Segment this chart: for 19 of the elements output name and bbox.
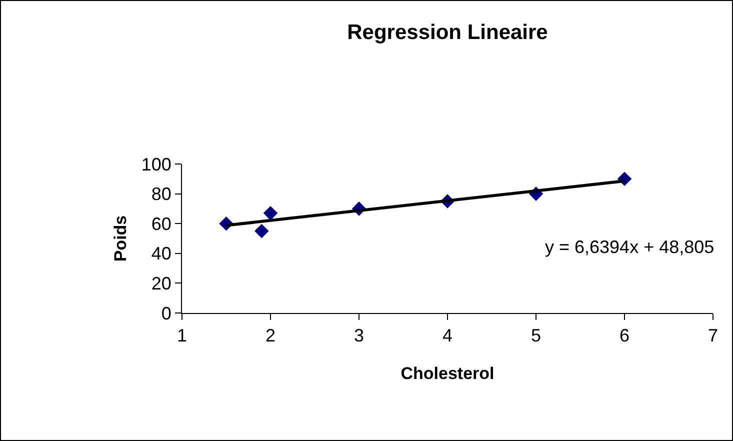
x-tick-label: 2 — [265, 326, 276, 346]
x-tick-label: 7 — [708, 326, 718, 346]
x-axis-title: Cholesterol — [400, 364, 494, 383]
point — [263, 206, 278, 220]
y-tick-label: 20 — [151, 274, 172, 294]
x-tick-label: 3 — [354, 326, 364, 346]
y-tick-label: 80 — [151, 184, 172, 204]
x-tick-label: 4 — [442, 326, 453, 346]
x-tick-label: 6 — [619, 326, 630, 346]
x-tick-label: 1 — [176, 326, 188, 346]
y-tick-label: 40 — [151, 244, 172, 264]
y-tick-label: 0 — [161, 303, 172, 324]
point — [254, 224, 269, 238]
y-tick-label: 100 — [141, 154, 172, 174]
annotation: y = 6,6394x + 48,805 — [545, 237, 714, 257]
y-axis-title: Poids — [110, 215, 130, 262]
chart-title: Regression Lineaire — [347, 21, 548, 44]
y-tick-label: 60 — [151, 214, 172, 234]
x-tick-label: 5 — [530, 326, 542, 346]
